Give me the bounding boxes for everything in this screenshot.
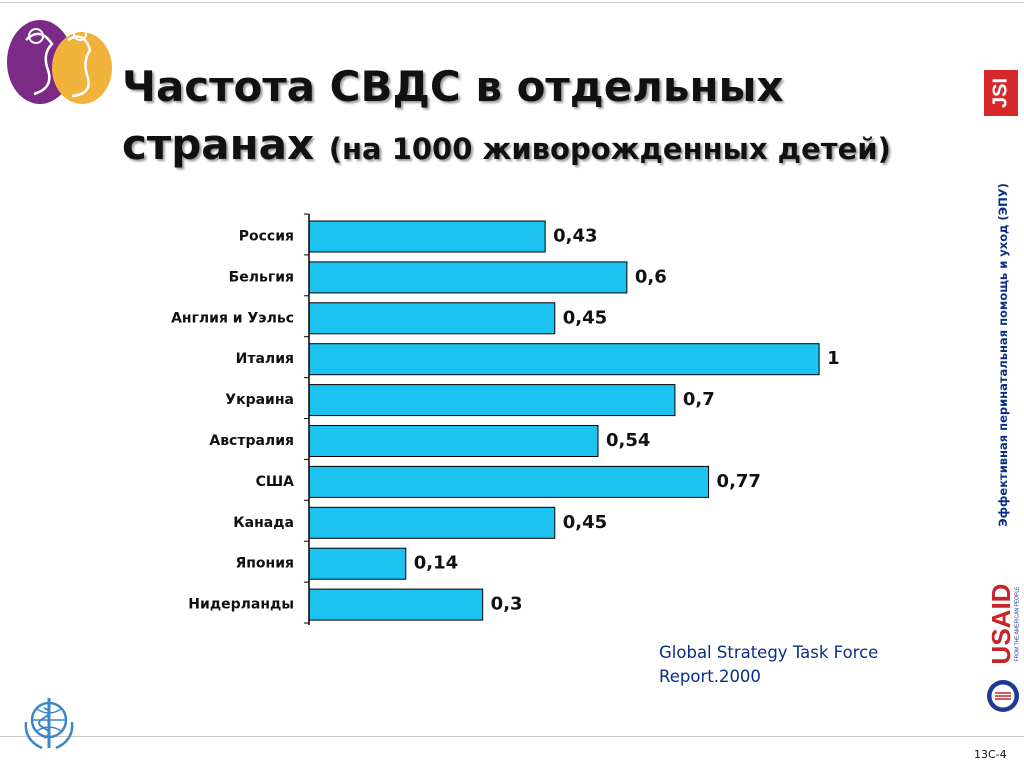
title-subtitle: (на 1000 живорожденных детей): [328, 132, 891, 166]
category-label: Украина: [225, 392, 294, 408]
bar: [308, 425, 599, 457]
bar: [308, 302, 556, 335]
bar: [308, 343, 820, 376]
slide-number: 13C-4: [974, 748, 1007, 761]
bottom-border-line: [0, 736, 1024, 737]
category-label: Бельгия: [229, 269, 294, 285]
bar: [308, 384, 676, 417]
slide-title: Частота СВДС в отдельных странах (на 100…: [122, 58, 891, 178]
who-emblem: [24, 698, 74, 750]
source-note: Global Strategy Task Force Report.2000: [659, 641, 878, 689]
mother-child-logo: [7, 20, 112, 104]
bar: [308, 506, 556, 539]
category-label: Нидерланды: [188, 597, 294, 613]
category-label: Италия: [236, 351, 294, 367]
axis-layer: [304, 213, 310, 625]
value-label: 0,14: [414, 553, 458, 574]
bars-layer: [308, 220, 820, 621]
vertical-program-caption: Эффективная перинатальная помощь и уход …: [996, 183, 1010, 527]
value-label: 1: [827, 348, 840, 369]
usaid-logo-text: USAID: [986, 584, 1016, 665]
category-label: США: [256, 474, 295, 490]
bar: [308, 547, 407, 580]
value-label: 0,54: [606, 430, 650, 451]
bar: [308, 220, 546, 253]
value-label: 0,45: [563, 307, 607, 328]
value-label: 0,7: [683, 389, 715, 410]
labels-layer: Россия 0,43 Бельгия 0,6 Англия и Уэльс 0,45 Ит…: [171, 226, 840, 615]
usaid-tagline: FROM THE AMERICAN PEOPLE: [1014, 586, 1020, 662]
category-label: Канада: [233, 515, 294, 531]
category-label: Япония: [235, 556, 294, 572]
bar: [308, 261, 628, 294]
usaid-logo: USAID FROM THE AMERICAN PEOPLE: [986, 584, 1020, 712]
value-label: 0,6: [635, 266, 667, 287]
bar: [308, 465, 710, 498]
top-border-line: [0, 2, 1024, 3]
bar: [308, 588, 484, 621]
jsi-logo: JSI: [984, 70, 1018, 116]
category-label: Австралия: [209, 433, 294, 449]
value-label: 0,77: [717, 471, 761, 492]
value-label: 0,43: [553, 226, 597, 247]
value-label: 0,45: [563, 512, 607, 533]
value-label: 0,3: [491, 594, 523, 615]
category-label: Англия и Уэльс: [171, 310, 294, 326]
title-line-2: странах: [122, 120, 315, 169]
jsi-logo-text: JSI: [989, 78, 1011, 108]
category-label: Россия: [239, 229, 294, 245]
source-line-2: Report.2000: [659, 667, 761, 686]
title-line-1: Частота СВДС в отдельных: [122, 62, 784, 111]
source-line-1: Global Strategy Task Force: [659, 643, 879, 662]
